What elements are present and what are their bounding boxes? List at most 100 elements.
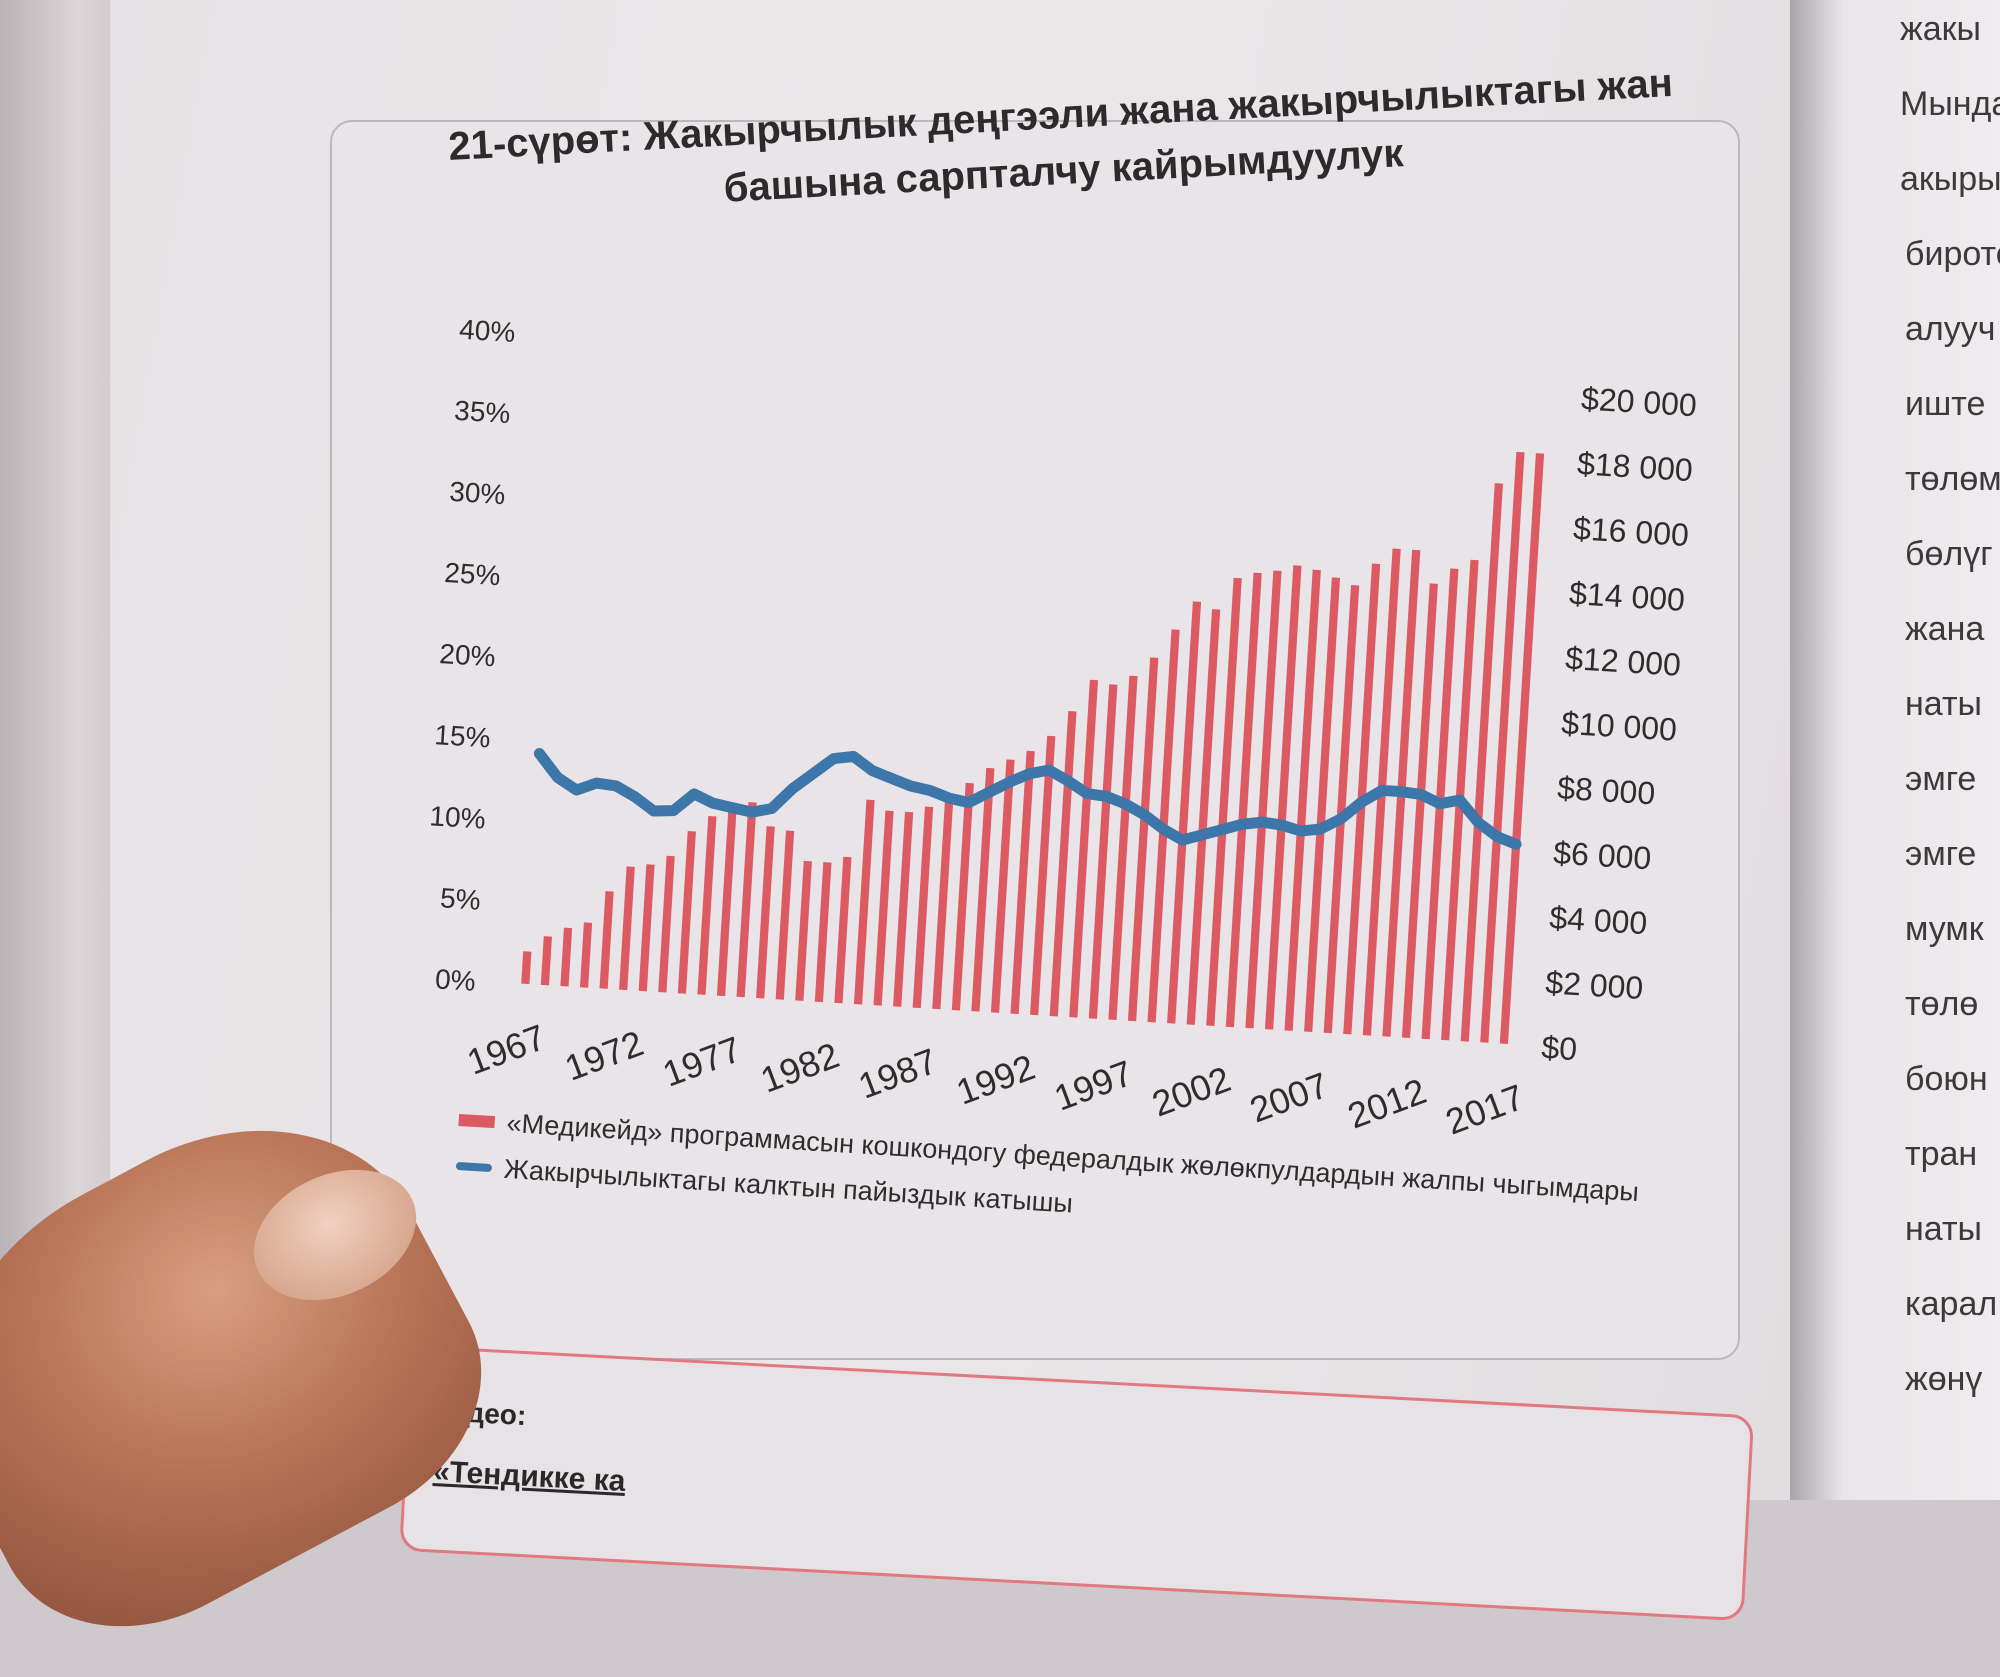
y-right-tick-label: $6 000 [1552, 834, 1652, 876]
y-right-tick-label: $18 000 [1576, 445, 1694, 488]
chart-bar [521, 951, 532, 985]
chart-bar [638, 864, 655, 992]
chart-bar [1069, 679, 1099, 1018]
x-tick-label: 2012 [1342, 1070, 1431, 1136]
chart-bar [716, 810, 737, 997]
facing-page-word: алууч [1905, 310, 1996, 348]
y-left-tick-label: 10% [429, 800, 487, 834]
chart-bar [932, 797, 954, 1010]
chart-line [533, 748, 1522, 850]
chart-bar [697, 815, 717, 995]
y-left-tick-label: 35% [453, 395, 511, 429]
y-right-tick-label: $8 000 [1556, 770, 1656, 812]
chart-bar [1323, 585, 1360, 1034]
x-tick-label: 2017 [1440, 1076, 1529, 1142]
facing-page-word: бөлүг [1905, 535, 1993, 573]
chart-bar [756, 826, 775, 999]
chart-bar [1499, 453, 1545, 1044]
x-tick-label: 1992 [951, 1046, 1040, 1112]
chart-plot: 0% 5% 10% 15% 20% 25% 30% 35% 40% $0 $2 000 $4 000 $… [429, 314, 1698, 1143]
y-right-tick-label: $4 000 [1548, 899, 1648, 941]
chart-bar [912, 806, 934, 1009]
chart-bar [1206, 577, 1242, 1027]
chart-bar [834, 856, 852, 1004]
facing-page-word: мумк [1905, 910, 1984, 948]
chart-bar [1284, 569, 1321, 1031]
chart-bar [599, 891, 614, 989]
y-left-tick-label: 30% [448, 476, 506, 510]
y-right-tick-label: $12 000 [1564, 640, 1682, 683]
chart-bar [1108, 675, 1138, 1021]
chart-bar [1167, 601, 1202, 1024]
y-left-tick-label: 15% [434, 719, 492, 753]
y-left-tick-label: 25% [443, 557, 501, 591]
chart-bar [1245, 570, 1282, 1029]
facing-page-word: боюн [1905, 1060, 1988, 1098]
x-tick-label: 1967 [462, 1016, 551, 1082]
chart-bar [1127, 657, 1159, 1022]
y-left-tick-label: 20% [439, 638, 497, 672]
facing-page-word: жана [1905, 610, 1985, 648]
y-left-tick-label: 5% [439, 882, 481, 915]
facing-page-word: иште [1905, 385, 1986, 423]
facing-page-word: жөнү [1905, 1360, 1983, 1398]
chart-bar [736, 802, 757, 998]
x-tick-label: 2002 [1147, 1058, 1236, 1124]
chart-bar [971, 767, 995, 1012]
chart-bar [1186, 609, 1221, 1025]
facing-page-word: наты [1905, 685, 1982, 723]
chart-bar [1264, 565, 1302, 1030]
chart-bar [990, 759, 1015, 1013]
chart-bar [893, 811, 914, 1007]
chart-bar [560, 927, 573, 987]
facing-page-word: Мында [1900, 85, 2000, 123]
y-right-tick-label: $0 [1540, 1029, 1578, 1067]
facing-page-word: төлө [1905, 985, 1979, 1023]
chart-bar [1088, 684, 1118, 1019]
chart-bar [1401, 583, 1438, 1038]
x-tick-label: 1982 [755, 1034, 844, 1100]
chart-bar [1480, 451, 1525, 1043]
chart-bar [951, 782, 974, 1011]
x-tick-label: 1972 [559, 1022, 648, 1088]
chart-bar [814, 862, 832, 1003]
legend-bar-swatch [458, 1113, 496, 1129]
y-right-tick-label: $20 000 [1580, 380, 1698, 423]
legend-line-swatch [455, 1161, 493, 1173]
facing-page-word: эмге [1905, 835, 1977, 873]
facing-page [1790, 0, 2000, 1500]
chart-bar [1225, 572, 1262, 1028]
facing-page-word: төлөм [1905, 460, 2000, 498]
y-right-tick-label: $10 000 [1560, 705, 1678, 748]
chart-bar [873, 810, 894, 1006]
chart-bar [1460, 483, 1503, 1042]
chart-bar [619, 866, 635, 991]
chart-bar [1030, 735, 1056, 1016]
chart-bar [1304, 577, 1341, 1033]
x-tick-label: 1987 [853, 1040, 942, 1106]
facing-page-word: акыры [1900, 160, 2000, 198]
x-tick-label: 2007 [1244, 1064, 1333, 1130]
facing-page-word: жакы [1900, 10, 1981, 48]
facing-page-word: тран [1905, 1135, 1978, 1173]
x-tick-label: 1977 [657, 1028, 746, 1094]
chart-bar [658, 855, 675, 993]
chart-bar [677, 831, 696, 994]
x-tick-label: 1997 [1049, 1052, 1138, 1118]
chart-bar [579, 922, 593, 988]
chart-bar [795, 860, 812, 1001]
chart-bar [853, 799, 875, 1005]
y-right-tick-label: $2 000 [1544, 964, 1644, 1006]
chart: 0% 5% 10% 15% 20% 25% 30% 35% 40% $0 $2 000 $4 000 $… [429, 314, 1698, 1143]
facing-page-word: карал [1905, 1285, 1998, 1323]
facing-page-word: наты [1905, 1210, 1982, 1248]
y-left-tick-label: 0% [434, 963, 476, 996]
y-right-tick-label: $14 000 [1568, 575, 1686, 618]
y-left-tick-label: 40% [458, 314, 516, 348]
chart-bar [540, 936, 552, 986]
chart-bar [1010, 750, 1035, 1015]
facing-page-word: бирото [1905, 235, 2000, 273]
facing-page-word: эмге [1905, 760, 1977, 798]
y-right-tick-label: $16 000 [1572, 510, 1690, 553]
chart-bar [775, 830, 795, 1000]
